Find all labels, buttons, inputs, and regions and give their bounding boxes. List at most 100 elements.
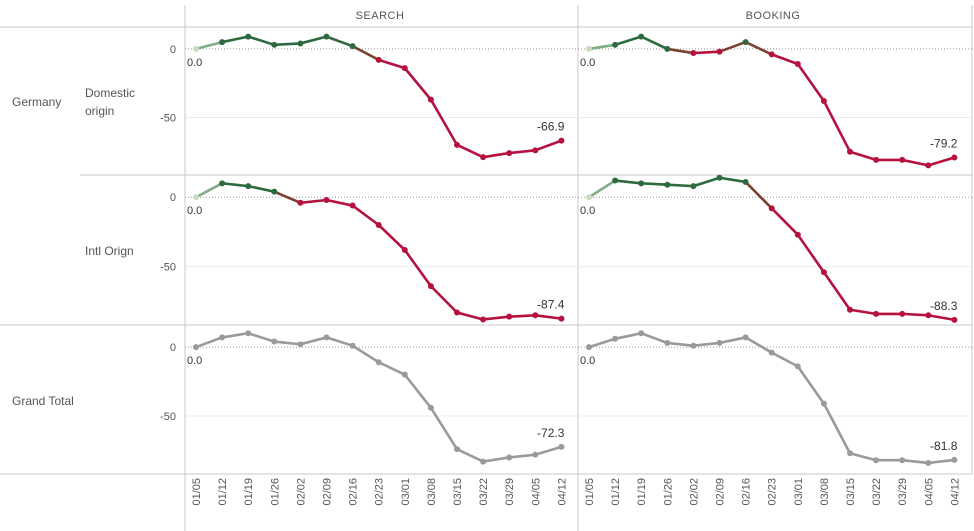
series-line-segment <box>770 207 800 237</box>
data-point <box>323 197 330 203</box>
series-line-segment <box>194 182 224 199</box>
x-tick-label: 02/23 <box>374 478 386 506</box>
series-line-segment <box>848 150 878 162</box>
data-point <box>768 51 775 58</box>
series-line-segment <box>692 341 721 347</box>
series-line-segment <box>377 223 407 252</box>
data-point <box>271 41 278 48</box>
series-line-segment <box>744 180 774 210</box>
column-header-booking: BOOKING <box>745 10 801 22</box>
series-line-segment <box>299 198 328 205</box>
x-tick-label: 01/12 <box>610 478 622 506</box>
end-data-label: -87.4 <box>537 298 565 312</box>
series-line-segment <box>299 336 328 346</box>
series-line-segment <box>900 458 930 465</box>
y-tick-label: 0 <box>170 342 176 354</box>
x-tick-label: 03/01 <box>400 478 412 506</box>
series-line-segment <box>507 313 537 318</box>
x-tick-label: 02/16 <box>348 478 360 506</box>
data-point <box>690 50 697 57</box>
data-point <box>951 316 958 323</box>
series-line-segment <box>429 284 459 314</box>
series-line-segment <box>194 336 224 349</box>
data-point <box>193 344 199 351</box>
data-point <box>638 33 645 40</box>
series-line-segment <box>377 360 407 376</box>
series-line-segment <box>429 98 459 147</box>
data-point <box>873 310 880 317</box>
series-line-segment <box>770 351 800 368</box>
y-tick-label: -50 <box>160 112 176 124</box>
start-data-label: 0.0 <box>187 57 202 69</box>
data-point <box>794 363 801 370</box>
data-point <box>742 39 749 46</box>
data-point <box>506 313 513 320</box>
series-line-segment <box>900 158 930 167</box>
series-line-segment <box>272 340 302 346</box>
x-tick-label: 01/26 <box>269 478 281 506</box>
data-point <box>349 342 356 349</box>
x-tick-label: 02/16 <box>741 478 753 506</box>
series-line-segment <box>744 336 774 354</box>
x-tick-label: 03/22 <box>478 478 490 506</box>
data-point <box>820 269 827 276</box>
data-point <box>219 180 226 187</box>
series-line-segment <box>325 198 354 207</box>
data-point <box>401 371 408 378</box>
series-line-segment <box>455 311 485 321</box>
data-point <box>847 148 853 155</box>
x-tick-label: 03/15 <box>452 478 464 506</box>
data-point <box>873 156 880 163</box>
data-point <box>506 150 513 157</box>
data-point <box>820 400 827 407</box>
data-point <box>612 177 619 184</box>
x-tick-label: 02/09 <box>715 478 727 506</box>
series-line-segment <box>351 204 381 227</box>
series-line-segment <box>481 315 511 321</box>
series-line-segment <box>639 182 669 187</box>
x-tick-label: 01/12 <box>217 478 229 506</box>
data-point <box>480 154 487 161</box>
x-tick-label: 03/29 <box>504 478 516 506</box>
data-point <box>427 96 434 103</box>
data-point <box>716 174 723 181</box>
y-tick-label: -50 <box>160 411 176 423</box>
series-line-segment <box>770 53 800 66</box>
data-point <box>245 183 252 190</box>
data-point <box>794 231 801 238</box>
data-point <box>742 334 749 341</box>
data-point <box>454 309 460 316</box>
x-tick-label: 03/08 <box>426 478 438 506</box>
data-point <box>716 48 723 55</box>
row-group-germany: Germany <box>12 95 62 109</box>
series-line-segment <box>272 42 302 47</box>
series-line-segment <box>613 331 643 341</box>
series-line-segment <box>481 151 511 159</box>
start-data-label: 0.0 <box>580 57 595 69</box>
data-point <box>664 45 671 52</box>
data-point <box>401 65 408 72</box>
data-point <box>245 330 252 337</box>
x-tick-label: 03/01 <box>793 478 805 506</box>
data-point <box>375 222 382 228</box>
series-line-segment <box>403 373 433 410</box>
x-tick-label: 04/12 <box>556 478 568 506</box>
data-point <box>612 41 619 48</box>
row-group-grand-total: Grand Total <box>12 394 74 408</box>
data-point <box>925 459 932 466</box>
series-line-segment <box>665 47 695 55</box>
x-tick-label: 02/02 <box>688 478 700 506</box>
data-point <box>558 315 565 322</box>
series-line-segment <box>796 62 826 103</box>
data-point <box>375 56 382 63</box>
start-data-label: 0.0 <box>580 355 595 367</box>
data-point <box>297 341 304 348</box>
series-line-segment <box>194 40 224 51</box>
series-line-segment <box>900 312 930 317</box>
series-line-segment <box>351 44 381 62</box>
series-line-segment <box>848 308 878 316</box>
series-line-segment <box>246 331 276 343</box>
end-data-label: -72.3 <box>537 426 565 440</box>
data-point <box>480 316 487 323</box>
